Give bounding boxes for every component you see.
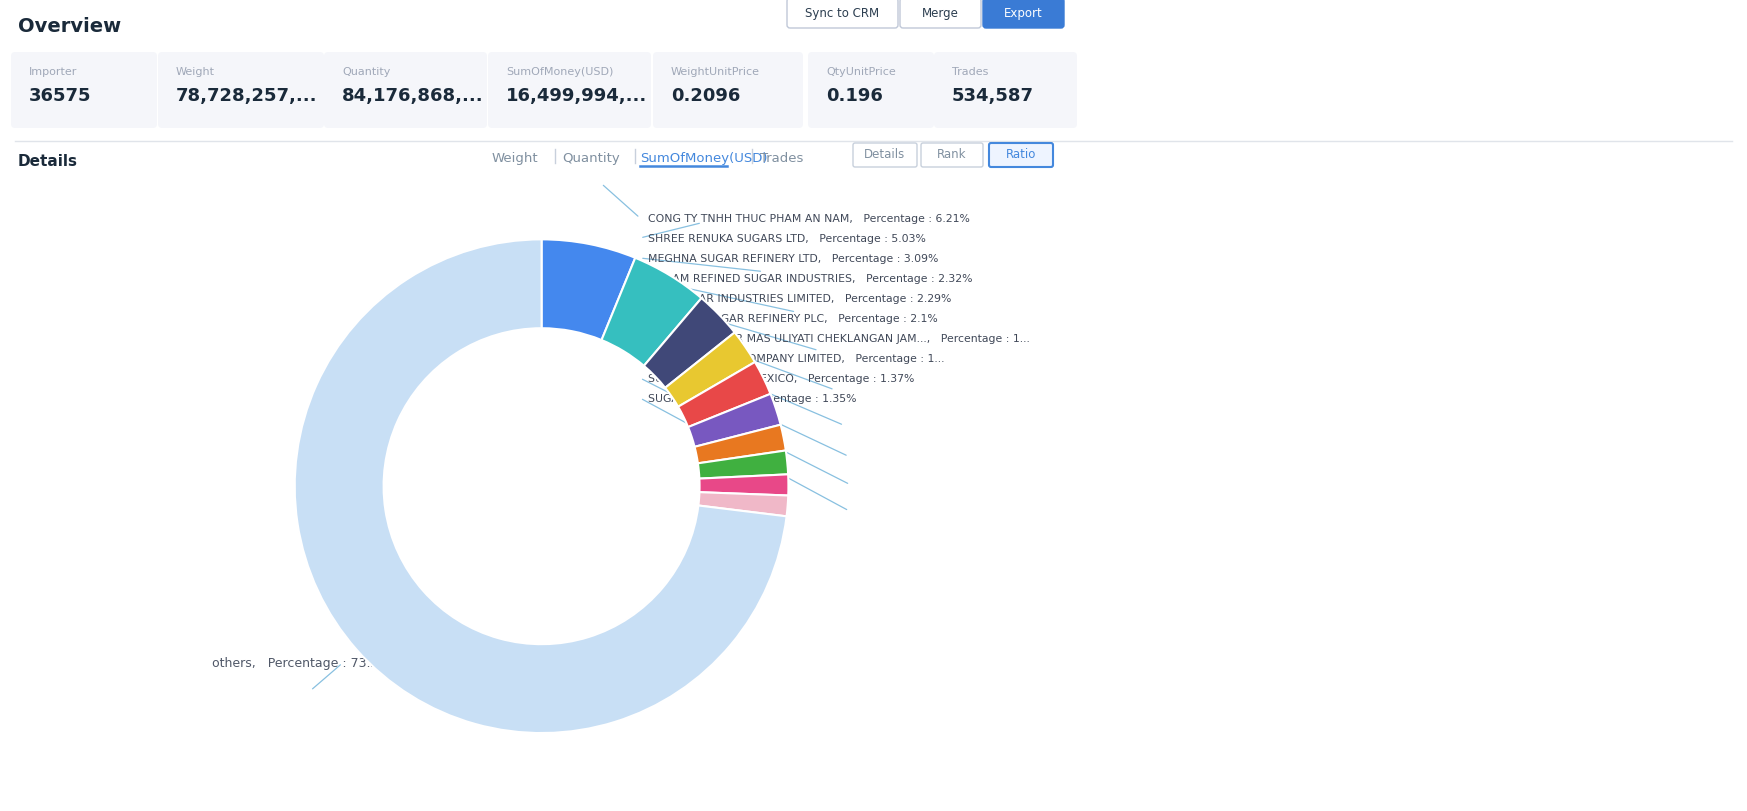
Text: QtyUnitPrice: QtyUnitPrice	[826, 67, 896, 77]
FancyBboxPatch shape	[809, 53, 935, 129]
Wedge shape	[678, 363, 770, 427]
Text: Merge: Merge	[922, 6, 959, 19]
Text: Trades: Trades	[760, 152, 804, 165]
FancyBboxPatch shape	[323, 53, 487, 129]
FancyBboxPatch shape	[935, 53, 1076, 129]
Text: Importer: Importer	[30, 67, 77, 77]
Wedge shape	[699, 492, 788, 517]
Text: Export: Export	[1005, 6, 1043, 19]
Text: SumOfMoney(USD): SumOfMoney(USD)	[639, 152, 767, 165]
Text: SUCDEN TRADING MEXICO,   Percentage : 1.37%: SUCDEN TRADING MEXICO, Percentage : 1.37…	[648, 374, 914, 384]
Wedge shape	[601, 259, 702, 367]
Wedge shape	[666, 333, 755, 407]
Text: Weight: Weight	[493, 152, 538, 165]
Wedge shape	[697, 451, 788, 479]
Text: S ALAM REFINED SUGAR INDUSTRIES,   Percentage : 2.32%: S ALAM REFINED SUGAR INDUSTRIES, Percent…	[648, 273, 973, 284]
Text: MEGHNA SUGAR REFINERY LTD,   Percentage : 3.09%: MEGHNA SUGAR REFINERY LTD, Percentage : …	[648, 254, 938, 264]
Text: Rank: Rank	[936, 148, 966, 161]
Text: 0.196: 0.196	[826, 87, 882, 105]
FancyBboxPatch shape	[10, 53, 157, 129]
Wedge shape	[542, 240, 636, 341]
Text: 36575: 36575	[30, 87, 91, 105]
Text: SumOfMoney(USD): SumOfMoney(USD)	[507, 67, 613, 77]
Wedge shape	[295, 240, 786, 733]
Wedge shape	[645, 298, 735, 388]
FancyBboxPatch shape	[984, 0, 1064, 29]
Wedge shape	[688, 394, 781, 448]
FancyBboxPatch shape	[653, 53, 804, 129]
Text: SUGAR LABINTA,   Percentage : 1.35%: SUGAR LABINTA, Percentage : 1.35%	[648, 393, 856, 404]
Text: Quantity: Quantity	[563, 152, 620, 165]
Text: Details: Details	[17, 154, 79, 169]
Text: 534,587: 534,587	[952, 87, 1034, 105]
Wedge shape	[695, 425, 786, 464]
Wedge shape	[699, 474, 788, 496]
FancyBboxPatch shape	[853, 144, 917, 168]
FancyBboxPatch shape	[900, 0, 982, 29]
Text: WeightUnitPrice: WeightUnitPrice	[671, 67, 760, 77]
Text: ANGREN SHAKAR MAS ULIYATI CHEKLANGAN JAM...,   Percentage : 1...: ANGREN SHAKAR MAS ULIYATI CHEKLANGAN JAM…	[648, 333, 1031, 344]
Text: 78,728,257,...: 78,728,257,...	[176, 87, 318, 105]
Text: GOLDEN SUGAR COMPANY LIMITED,   Percentage : 1...: GOLDEN SUGAR COMPANY LIMITED, Percentage…	[648, 354, 945, 363]
Text: Overview: Overview	[17, 17, 121, 36]
Text: Trades: Trades	[952, 67, 989, 77]
Text: Ratio: Ratio	[1006, 148, 1036, 161]
FancyBboxPatch shape	[921, 144, 984, 168]
FancyBboxPatch shape	[786, 0, 898, 29]
FancyBboxPatch shape	[989, 144, 1053, 168]
Text: DANGOTE SUGAR REFINERY PLC,   Percentage : 2.1%: DANGOTE SUGAR REFINERY PLC, Percentage :…	[648, 314, 938, 324]
Text: SHREE RENUKA SUGARS LTD,   Percentage : 5.03%: SHREE RENUKA SUGARS LTD, Percentage : 5.…	[648, 234, 926, 243]
Text: 16,499,994,...: 16,499,994,...	[507, 87, 646, 105]
FancyBboxPatch shape	[487, 53, 652, 129]
Text: others,   Percentage : 73.22%: others, Percentage : 73.22%	[211, 657, 398, 670]
Text: CITY SUGAR INDUSTRIES LIMITED,   Percentage : 2.29%: CITY SUGAR INDUSTRIES LIMITED, Percentag…	[648, 294, 952, 303]
Text: 0.2096: 0.2096	[671, 87, 741, 105]
Text: Sync to CRM: Sync to CRM	[805, 6, 879, 19]
Text: Weight: Weight	[176, 67, 215, 77]
Text: Details: Details	[865, 148, 905, 161]
Text: 84,176,868,...: 84,176,868,...	[342, 87, 484, 105]
Text: Quantity: Quantity	[342, 67, 390, 77]
FancyBboxPatch shape	[157, 53, 323, 129]
Text: CONG TY TNHH THUC PHAM AN NAM,   Percentage : 6.21%: CONG TY TNHH THUC PHAM AN NAM, Percentag…	[648, 214, 970, 224]
